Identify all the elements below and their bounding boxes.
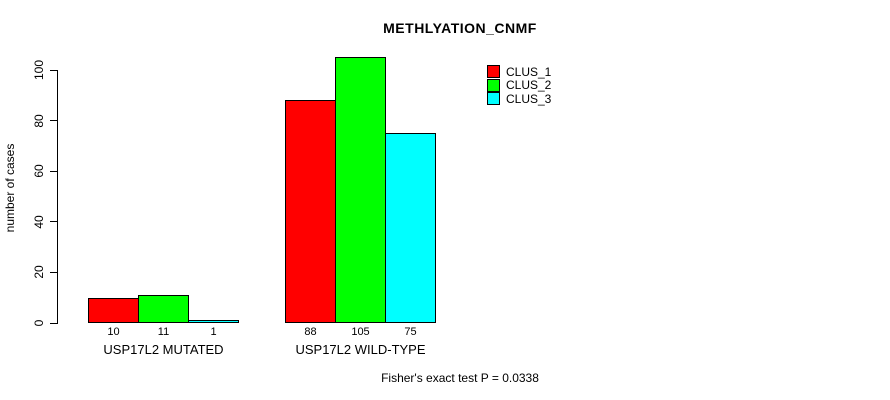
legend: CLUS_1 CLUS_2 CLUS_3 bbox=[487, 65, 551, 106]
y-tick-label: 60 bbox=[32, 164, 46, 178]
y-tick-mark bbox=[50, 170, 57, 172]
legend-label: CLUS_1 bbox=[506, 64, 552, 79]
bar-value-label: 11 bbox=[157, 326, 170, 338]
bar-clus_3-group-1 bbox=[188, 320, 239, 323]
y-tick-label: 20 bbox=[32, 265, 46, 280]
fisher-test-annotation: Fisher's exact test P = 0.0338 bbox=[381, 371, 539, 385]
y-tick-label: 40 bbox=[32, 215, 46, 229]
bar-clus_2-group-1 bbox=[138, 295, 189, 323]
y-tick-mark bbox=[50, 271, 57, 273]
legend-swatch-red-icon bbox=[487, 65, 500, 79]
y-tick-label: 0 bbox=[32, 319, 46, 327]
legend-entry-clus-1: CLUS_1 bbox=[487, 65, 551, 79]
bar-clus_3-group-2 bbox=[385, 133, 436, 323]
bar-value-label: 1 bbox=[210, 326, 217, 338]
legend-swatch-cyan-icon bbox=[487, 92, 500, 106]
y-tick-label: 80 bbox=[32, 113, 46, 128]
bar-clus_2-group-2 bbox=[335, 57, 386, 323]
legend-label: CLUS_3 bbox=[506, 91, 552, 106]
bar-value-label: 105 bbox=[351, 326, 370, 338]
y-tick-mark bbox=[50, 69, 57, 71]
y-tick-mark bbox=[50, 221, 57, 223]
legend-entry-clus-2: CLUS_2 bbox=[487, 78, 552, 93]
group-label: USP17L2 MUTATED bbox=[103, 342, 224, 357]
legend-swatch-green-icon bbox=[487, 78, 500, 92]
chart-title: METHLYATION_CNMF bbox=[383, 20, 537, 36]
legend-label: CLUS_2 bbox=[506, 78, 552, 93]
bar-value-label: 88 bbox=[304, 326, 317, 338]
y-axis-label: number of cases bbox=[3, 143, 17, 233]
y-tick-mark bbox=[50, 322, 57, 324]
y-tick-label: 100 bbox=[32, 59, 46, 81]
legend-entry-clus-3: CLUS_3 bbox=[487, 92, 551, 106]
bar-value-label: 10 bbox=[107, 326, 120, 338]
bar-clus_1-group-2 bbox=[285, 100, 336, 323]
group-label: USP17L2 WILD-TYPE bbox=[295, 342, 426, 357]
y-axis bbox=[57, 70, 58, 324]
bar-clus_1-group-1 bbox=[88, 297, 139, 323]
bar-value-label: 75 bbox=[404, 326, 417, 338]
y-tick-mark bbox=[50, 120, 57, 122]
